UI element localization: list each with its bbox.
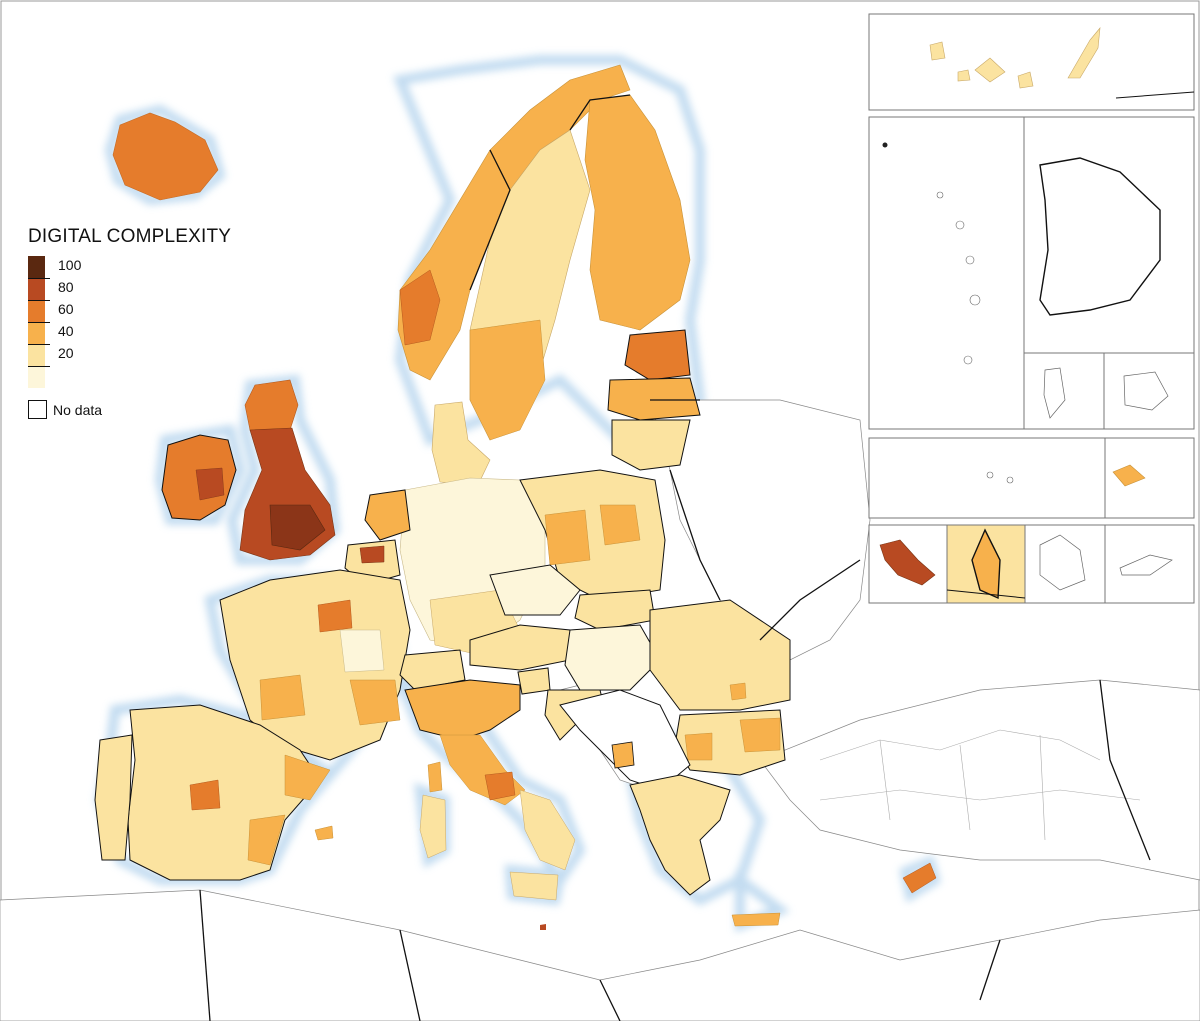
- balearics-region: [314, 825, 334, 841]
- madrid-region: [189, 779, 221, 811]
- inset-azores: [868, 437, 1106, 519]
- no-data-label: No data: [53, 401, 103, 418]
- romania-region: [649, 599, 791, 711]
- spain-east-region: [247, 814, 286, 866]
- inset-reunion: [1103, 352, 1195, 430]
- cyprus-region: [902, 862, 937, 894]
- bulgaria-east-region: [739, 717, 781, 753]
- france-central-region: [339, 629, 385, 673]
- legend-tick-60: [28, 322, 50, 323]
- legend-swatch-3: [28, 300, 45, 322]
- estonia-region: [624, 329, 691, 381]
- latvia-region: [607, 377, 701, 421]
- norway-west-region: [399, 269, 441, 346]
- denmark-region: [431, 401, 491, 486]
- legend-label-40: 40: [58, 323, 74, 339]
- iceland-region: [112, 112, 219, 201]
- crete-region: [731, 912, 781, 927]
- slovakia-region: [574, 589, 656, 631]
- czechia-region: [489, 564, 581, 616]
- legend-label-100: 100: [58, 257, 82, 273]
- montenegro-region: [611, 741, 635, 769]
- legend-tick-40: [28, 344, 50, 345]
- legend-label-80: 80: [58, 279, 74, 295]
- inset-contents: [879, 27, 1195, 600]
- finland-region: [584, 94, 691, 331]
- rome-region: [484, 771, 516, 801]
- legend-label-60: 60: [58, 301, 74, 317]
- catalonia-region: [284, 754, 331, 801]
- legend-swatch-1: [28, 256, 45, 278]
- france-southwest-region: [259, 674, 306, 721]
- legend-swatch-4: [28, 322, 45, 344]
- corsica-region: [427, 761, 443, 793]
- inset-azores-guadeloupe: [868, 116, 1025, 430]
- legend: DIGITAL COMPLEXITY 100 80 60 40 20 No da…: [26, 226, 286, 419]
- legend-swatch-6: [28, 366, 45, 388]
- paris-region: [317, 599, 353, 633]
- legend-tick-100: [28, 278, 50, 279]
- sofia-region: [684, 732, 713, 761]
- brussels-region: [359, 545, 385, 564]
- legend-swatch-2: [28, 278, 45, 300]
- italy-north-region: [404, 679, 521, 741]
- greece-region: [629, 774, 731, 896]
- sicily-region: [509, 871, 559, 901]
- ireland-region-inner: [195, 467, 225, 501]
- sweden-south-region: [469, 319, 546, 441]
- netherlands-region: [364, 489, 411, 541]
- legend-label-20: 20: [58, 345, 74, 361]
- italy-south-region: [519, 789, 576, 871]
- malta-dot: [540, 924, 546, 930]
- sardinia-region: [419, 794, 447, 859]
- turkey-borders: [819, 729, 1141, 841]
- portugal-region: [94, 734, 133, 861]
- country-borders: [199, 94, 1151, 1021]
- legend-title: DIGITAL COMPLEXITY: [28, 226, 232, 247]
- inset-canary: [868, 13, 1195, 111]
- hungary-region: [564, 624, 661, 691]
- inset-mayotte: [1023, 352, 1105, 430]
- legend-scale: 100 80 60 40 20 No data: [26, 256, 286, 419]
- no-data-swatch: [28, 400, 47, 419]
- slovenia-region: [517, 667, 551, 695]
- bucharest-region: [729, 682, 747, 701]
- poland-west-region: [544, 509, 591, 566]
- legend-tick-20: [28, 366, 50, 367]
- poland-warsaw-region: [599, 504, 641, 546]
- legend-swatch-5: [28, 344, 45, 366]
- britain-region-core: [269, 504, 326, 551]
- lithuania-region: [611, 419, 691, 471]
- legend-tick-80: [28, 300, 50, 301]
- legend-no-data: No data: [28, 400, 102, 419]
- france-southeast-region: [349, 679, 401, 726]
- inset-panels: [868, 13, 1195, 604]
